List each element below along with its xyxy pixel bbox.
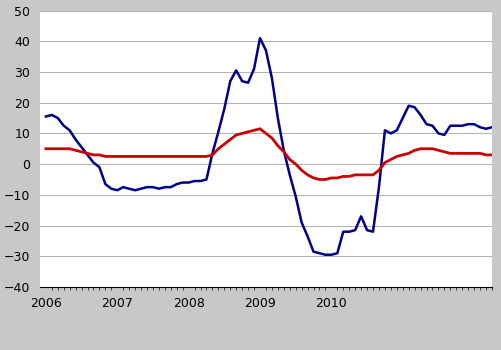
Poltto- ja voiteluaineet [197, 179, 203, 183]
Poltto- ja voiteluaineet [84, 153, 90, 157]
Kokonaisindeksi [43, 147, 49, 151]
Poltto- ja voiteluaineet [351, 228, 357, 232]
Kokonaisindeksi [316, 177, 322, 182]
Poltto- ja voiteluaineet [280, 148, 286, 152]
Kokonaisindeksi [340, 174, 346, 179]
Kokonaisindeksi [488, 153, 494, 157]
Kokonaisindeksi [411, 148, 417, 152]
Poltto- ja voiteluaineet [257, 36, 263, 40]
Poltto- ja voiteluaineet [322, 253, 328, 257]
Kokonaisindeksi [257, 127, 263, 131]
Line: Kokonaisindeksi: Kokonaisindeksi [46, 129, 491, 180]
Kokonaisindeksi [197, 154, 203, 159]
Poltto- ja voiteluaineet [411, 105, 417, 109]
Y-axis label: %: % [0, 143, 2, 155]
Poltto- ja voiteluaineet [488, 125, 494, 130]
Kokonaisindeksi [84, 151, 90, 155]
Line: Poltto- ja voiteluaineet: Poltto- ja voiteluaineet [46, 38, 491, 255]
Poltto- ja voiteluaineet [43, 114, 49, 119]
Legend: Poltto- ja voiteluaineet, Kokonaisindeksi: Poltto- ja voiteluaineet, Kokonaisindeks… [103, 347, 428, 350]
Kokonaisindeksi [280, 150, 286, 154]
Poltto- ja voiteluaineet [340, 230, 346, 234]
Kokonaisindeksi [351, 173, 357, 177]
